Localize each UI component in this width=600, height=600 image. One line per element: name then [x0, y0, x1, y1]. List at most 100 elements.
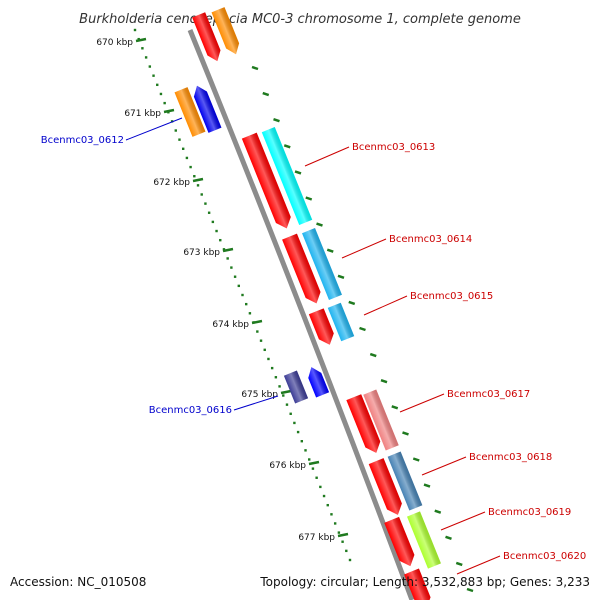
- ruler-dash: [316, 222, 323, 227]
- gene-feature: [192, 12, 221, 62]
- gene-feature: [211, 7, 240, 55]
- gene-feature: [363, 389, 399, 451]
- ruler-dash: [337, 274, 345, 279]
- ruler-dash: [294, 170, 302, 175]
- ruler-dot: [237, 284, 240, 288]
- gene-feature: [241, 132, 291, 229]
- gene-arrow-shade: [404, 568, 431, 600]
- kbp-tick-label: 670 kbp: [96, 38, 133, 48]
- gene-arrow-shade: [241, 132, 291, 229]
- ruler-dash: [326, 248, 334, 253]
- ruler-dot: [330, 513, 333, 516]
- gene-label-leader: [399, 393, 445, 413]
- gene-arrow-shade: [308, 308, 334, 345]
- gene-label-leader: [304, 146, 350, 167]
- ruler-dash: [412, 457, 420, 462]
- gene-feature: [368, 458, 402, 515]
- gene-arrow-shade: [384, 516, 415, 567]
- gene-arrow-shade: [407, 511, 441, 569]
- kbp-tick-label: 672 kbp: [153, 178, 190, 188]
- gene-label-leader: [363, 295, 408, 316]
- ruler-major-tick: [163, 108, 175, 114]
- ruler-dot: [274, 376, 278, 379]
- kbp-ruler: 670 kbp 671 kbp 672 kbp 673 kbp 674 kbp 675 k…: [96, 28, 474, 593]
- ruler-major-tick: [192, 177, 204, 183]
- ruler-dot: [289, 412, 292, 415]
- gene-arrow-shade: [346, 394, 381, 453]
- gene-label: Bcenmc03_0615: [410, 291, 493, 302]
- gene-feature: [302, 227, 342, 301]
- gene-label: Bcenmc03_0620: [503, 551, 586, 562]
- gene-feature: [282, 233, 321, 304]
- chromosome-backbone: [187, 29, 415, 600]
- ruler-dash: [391, 405, 399, 410]
- ruler-dot: [159, 92, 163, 96]
- ruler-dot: [207, 211, 211, 214]
- ruler-dash: [273, 118, 280, 123]
- gene-arrow-shade: [174, 87, 206, 137]
- gene-arrow-shade: [261, 127, 313, 225]
- gene-feature: [261, 127, 313, 225]
- gene-arrow-shade: [211, 7, 240, 55]
- ruler-dot: [259, 339, 263, 342]
- ruler-dot: [267, 357, 270, 361]
- ruler-dot: [163, 101, 166, 105]
- gene-feature: [346, 394, 381, 453]
- ruler-dot: [319, 485, 322, 489]
- kbp-tick-label: 674 kbp: [212, 320, 249, 330]
- gene-arrow-shade: [327, 302, 355, 342]
- gene-labels: Bcenmc03_0612 Bcenmc03_0613 Bcenmc03_0614 B…: [41, 117, 586, 575]
- gene-label: Bcenmc03_0616: [149, 405, 232, 416]
- gene-label-leader: [456, 555, 501, 575]
- gene-arrow-shade: [308, 367, 330, 398]
- ruler-dot: [282, 394, 285, 397]
- gene-label: Bcenmc03_0619: [488, 507, 571, 518]
- ruler-dot: [311, 467, 315, 470]
- ruler-major-tick: [308, 460, 320, 466]
- ruler-dash: [283, 144, 291, 149]
- ruler-dot: [133, 28, 137, 32]
- gene-arrow-shade: [387, 451, 423, 511]
- gene-feature: [193, 85, 222, 133]
- genome-summary-text: Topology: circular; Length: 3,532,883 bp…: [259, 575, 590, 589]
- ruler-dot: [152, 74, 155, 77]
- ruler-dot: [270, 366, 274, 370]
- ruler-dash: [305, 196, 313, 201]
- ruler-dot: [185, 156, 189, 160]
- ruler-dash: [402, 431, 409, 436]
- gene-feature: [407, 511, 441, 569]
- gene-label-leader: [440, 511, 486, 531]
- ruler-dot: [189, 165, 192, 169]
- ruler-dot: [233, 275, 237, 278]
- ruler-dot: [137, 37, 140, 41]
- kbp-tick-label: 677 kbp: [298, 533, 335, 543]
- ruler-dash: [359, 326, 366, 332]
- ruler-dot: [241, 293, 244, 297]
- gene-feature: [308, 308, 334, 345]
- ruler-dot: [141, 47, 144, 50]
- gene-label: Bcenmc03_0617: [447, 389, 530, 400]
- ruler-dot: [144, 56, 148, 59]
- ruler-major-tick: [251, 319, 263, 325]
- ruler-major-tick: [280, 389, 292, 395]
- gene-feature: [387, 451, 423, 511]
- gene-label-leader: [421, 456, 467, 476]
- gene-feature: [283, 370, 309, 404]
- gene-feature: [174, 87, 206, 137]
- ruler-dot: [178, 138, 181, 141]
- ruler-dash: [423, 483, 431, 488]
- ruler-dot: [300, 440, 304, 443]
- gene-label-leader: [125, 117, 183, 141]
- ruler-dot: [196, 184, 200, 187]
- ruler-dot: [211, 220, 215, 224]
- ruler-dot: [174, 129, 177, 132]
- ruler-dot: [263, 348, 266, 352]
- gene-label: Bcenmc03_0618: [469, 452, 552, 463]
- accession-text: Accession: NC_010508: [10, 575, 146, 589]
- ruler-dot: [200, 193, 203, 196]
- ruler-dot: [181, 147, 185, 150]
- ruler-dot: [148, 65, 152, 68]
- ruler-dot: [315, 476, 318, 479]
- ruler-dot: [285, 403, 289, 406]
- gene-arrow-shade: [363, 389, 399, 451]
